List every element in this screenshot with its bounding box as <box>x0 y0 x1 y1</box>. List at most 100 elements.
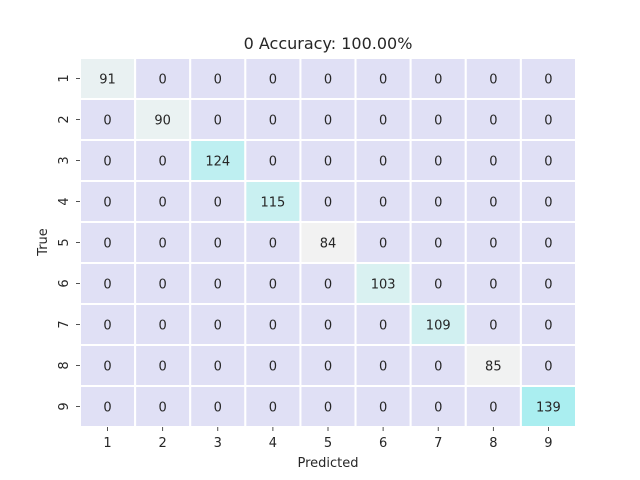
cell-value-label: 0 <box>269 73 277 88</box>
cell-value-label: 0 <box>324 401 332 416</box>
y-tick-label: 6 <box>57 279 72 287</box>
heatmap-cell <box>79 139 137 182</box>
heatmap-cell <box>299 344 357 387</box>
heatmap-cell <box>464 57 522 100</box>
cell-value-label: 0 <box>324 196 332 211</box>
y-tick-label: 2 <box>57 115 72 123</box>
heatmap-cell <box>299 139 357 182</box>
heatmap-cell <box>519 139 578 182</box>
cell-value-label: 0 <box>434 237 442 252</box>
cell-value-label: 0 <box>544 73 552 88</box>
x-tick-label: 6 <box>379 436 387 451</box>
cell-value-label: 0 <box>269 360 277 375</box>
cell-value-label: 0 <box>159 278 167 293</box>
cell-value-label: 0 <box>214 114 222 129</box>
heatmap-cell <box>189 98 247 141</box>
heatmap-cell <box>464 262 522 305</box>
cell-value-label: 0 <box>214 319 222 334</box>
y-tick-label: 8 <box>57 361 72 369</box>
cell-value-label: 0 <box>324 114 332 129</box>
cell-value-label: 0 <box>159 196 167 211</box>
cell-value-label: 0 <box>434 73 442 88</box>
heatmap-cell <box>299 303 357 346</box>
cell-value-label: 124 <box>205 155 230 170</box>
cell-value-label: 0 <box>324 278 332 293</box>
cell-value-label: 0 <box>434 360 442 375</box>
cell-value-label: 0 <box>159 401 167 416</box>
cell-value-label: 0 <box>324 319 332 334</box>
cell-value-label: 0 <box>214 237 222 252</box>
cell-value-label: 0 <box>103 155 111 170</box>
cell-value-label: 0 <box>489 278 497 293</box>
x-tick-label: 3 <box>214 436 222 451</box>
heatmap-cell <box>519 385 578 428</box>
y-tick-label: 9 <box>57 402 72 410</box>
x-tick-label: 5 <box>324 436 332 451</box>
y-axis-label: True <box>36 228 51 257</box>
cell-value-label: 0 <box>544 114 552 129</box>
cell-value-label: 0 <box>103 237 111 252</box>
cell-value-label: 0 <box>544 155 552 170</box>
x-tick-label: 1 <box>103 436 111 451</box>
cell-value-label: 0 <box>159 73 167 88</box>
cell-value-label: 0 <box>103 360 111 375</box>
y-axis-ticks: 1 2 3 4 5 6 7 8 9 <box>57 74 80 411</box>
cell-value-label: 0 <box>379 196 387 211</box>
cell-value-label: 0 <box>489 155 497 170</box>
heatmap-cell <box>79 344 137 387</box>
cell-value-label: 0 <box>324 155 332 170</box>
x-axis-ticks: 1 2 3 4 5 6 7 8 9 <box>103 427 553 451</box>
cell-value-label: 0 <box>214 360 222 375</box>
cell-value-label: 0 <box>544 319 552 334</box>
heatmap-cell <box>189 262 247 305</box>
cell-value-label: 0 <box>269 155 277 170</box>
heatmap-cell <box>409 385 467 428</box>
cell-value-label: 0 <box>269 401 277 416</box>
cell-value-label: 0 <box>214 196 222 211</box>
heatmap-cell <box>244 180 302 223</box>
heatmap-cell <box>134 303 192 346</box>
cell-value-label: 0 <box>103 278 111 293</box>
cell-value-label: 0 <box>434 196 442 211</box>
heatmap-cell <box>519 262 578 305</box>
cell-value-label: 0 <box>379 360 387 375</box>
cell-value-label: 0 <box>489 114 497 129</box>
heatmap-cell <box>134 180 192 223</box>
cell-value-label: 0 <box>379 319 387 334</box>
cell-value-label: 0 <box>379 114 387 129</box>
cell-value-label: 0 <box>434 155 442 170</box>
cell-value-label: 85 <box>485 360 502 375</box>
cell-value-label: 115 <box>260 196 285 211</box>
heatmap-cell <box>464 98 522 141</box>
cell-value-label: 0 <box>489 73 497 88</box>
heatmap-cell <box>409 98 467 141</box>
heatmap-cell <box>79 262 137 305</box>
cell-value-label: 0 <box>159 319 167 334</box>
cell-value-label: 0 <box>544 278 552 293</box>
cell-value-label: 0 <box>489 319 497 334</box>
heatmap-cell <box>299 98 357 141</box>
heatmap-cell <box>354 344 412 387</box>
heatmap-cell <box>354 385 412 428</box>
cell-value-label: 0 <box>489 401 497 416</box>
cell-value-label: 84 <box>320 237 337 252</box>
heatmap-cell <box>519 344 578 387</box>
cell-value-label: 0 <box>103 319 111 334</box>
cell-value-label: 0 <box>379 237 387 252</box>
y-tick-label: 7 <box>57 320 72 328</box>
cell-value-label: 0 <box>434 278 442 293</box>
cell-value-label: 0 <box>324 360 332 375</box>
heatmap-cell <box>354 262 412 305</box>
heatmap-cell <box>189 344 247 387</box>
heatmap-cell <box>134 139 192 182</box>
heatmap-cell <box>189 385 247 428</box>
cell-value-label: 0 <box>103 114 111 129</box>
heatmap-cell <box>354 57 412 100</box>
cell-value-label: 0 <box>544 237 552 252</box>
cell-value-label: 0 <box>324 73 332 88</box>
cell-value-label: 0 <box>103 196 111 211</box>
heatmap-cell <box>79 385 137 428</box>
y-tick-label: 4 <box>57 197 72 205</box>
cell-value-label: 0 <box>434 114 442 129</box>
